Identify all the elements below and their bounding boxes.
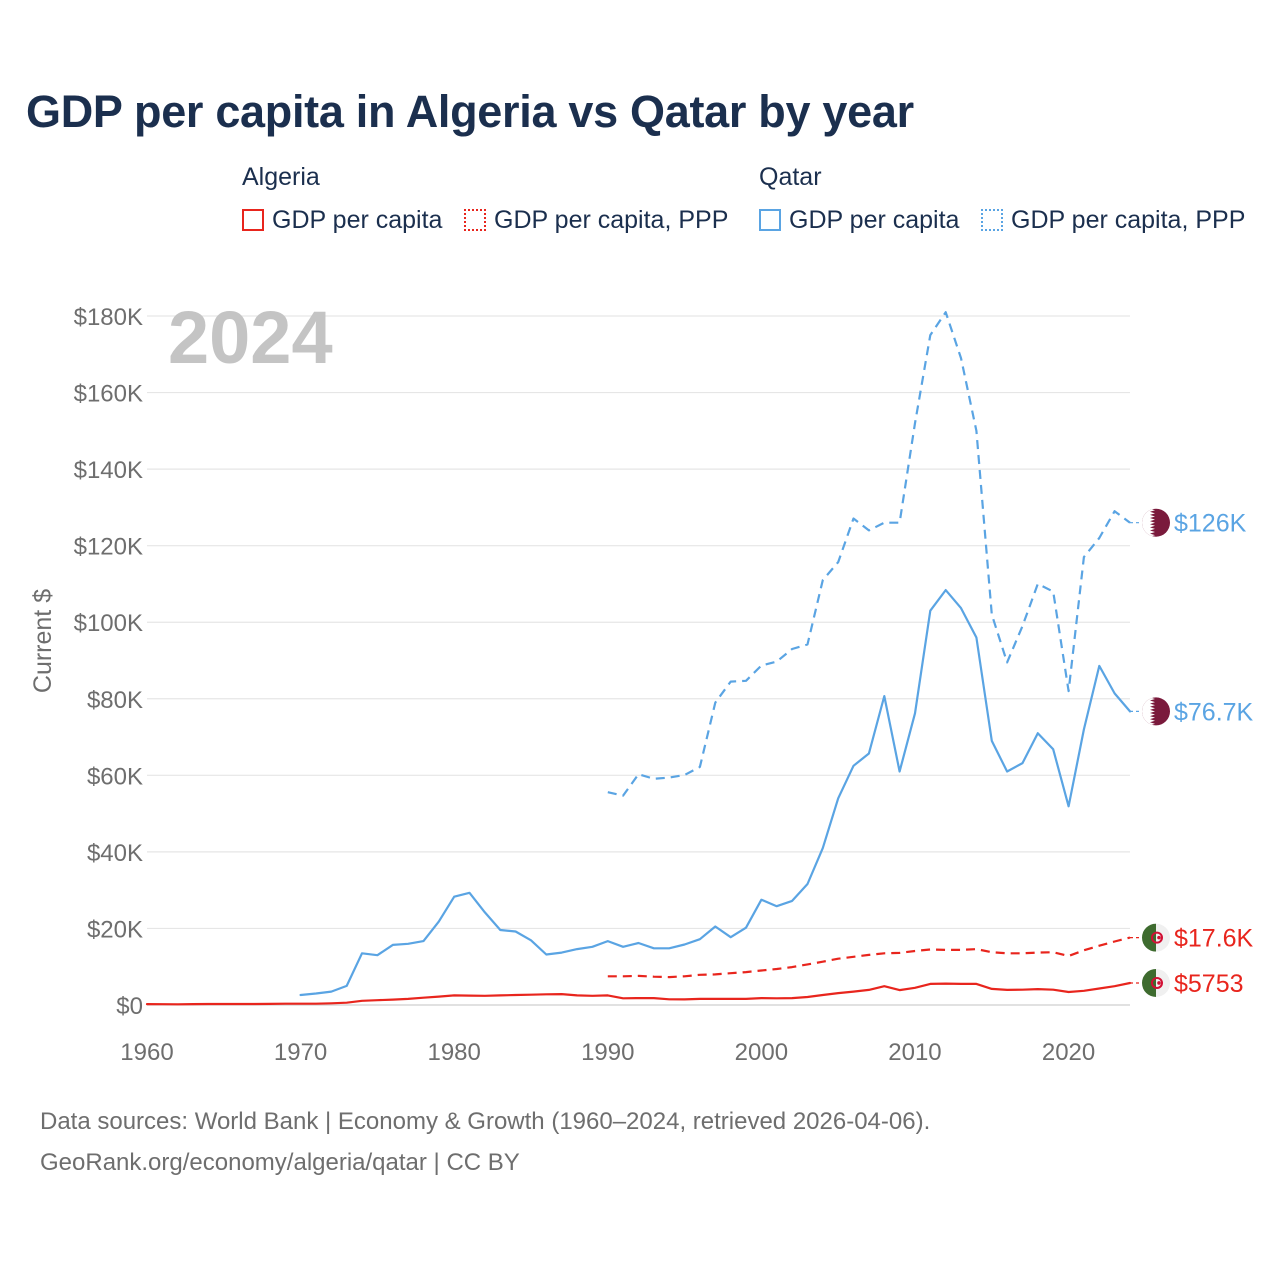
x-tick-label: 1980 [427, 1039, 480, 1066]
qatar-flag-icon [1142, 508, 1170, 537]
x-tick-label: 2000 [735, 1039, 788, 1066]
end-value-label: $17.6K [1174, 925, 1254, 953]
series-line-3 [607, 311, 1131, 797]
legend-group-algeria: Algeria [242, 163, 320, 191]
series-line-1 [607, 936, 1131, 979]
year-watermark: 2024 [168, 296, 333, 379]
legend-group-qatar: Qatar [759, 163, 822, 191]
qatar-flag-icon [1142, 697, 1170, 726]
y-tick-label: $140K [74, 457, 143, 484]
y-tick-label: $20K [87, 916, 143, 943]
y-axis-label: Current $ [29, 589, 57, 693]
legend-item-qatar-gdp-ppp[interactable]: GDP per capita, PPP [981, 205, 1245, 235]
legend-item-qatar-gdp[interactable]: GDP per capita [759, 205, 959, 235]
end-labels: $5753 $17.6K $76.7K $126K [1174, 510, 1254, 998]
legend-label: GDP per capita, PPP [1011, 205, 1246, 234]
legend-swatch-dotted-icon [981, 209, 1003, 231]
gridlines [147, 315, 1130, 1006]
end-value-label: $5753 [1174, 970, 1244, 998]
legend-swatch-solid-icon [242, 209, 264, 231]
x-tick-label: 1960 [120, 1039, 173, 1066]
y-tick-label: $100K [74, 610, 143, 637]
y-tick-label: $120K [74, 534, 143, 561]
x-tick-label: 1970 [274, 1039, 327, 1066]
legend-item-algeria-gdp-ppp[interactable]: GDP per capita, PPP [464, 205, 728, 235]
end-markers [1130, 508, 1170, 997]
series-lines [145, 311, 1132, 1006]
y-axis: $0 $20K $40K $60K $80K $100K $120K $140K $160K $1… [74, 304, 143, 1020]
legend-label: GDP per capita [272, 205, 443, 234]
y-tick-label: $80K [87, 687, 143, 714]
end-value-label: $126K [1174, 510, 1247, 538]
y-tick-label: $160K [74, 381, 143, 408]
legend-swatch-dotted-icon [464, 209, 486, 231]
footer-sources: Data sources: World Bank | Economy & Gro… [40, 1108, 931, 1135]
x-tick-label: 2010 [888, 1039, 941, 1066]
y-tick-label: $180K [74, 304, 143, 331]
x-axis: 1960 1970 1980 1990 2000 2010 2020 [120, 1039, 1095, 1066]
algeria-flag-icon [1142, 968, 1170, 997]
legend-label: GDP per capita [789, 205, 960, 234]
y-tick-label: $60K [87, 763, 143, 790]
series-line-0 [145, 981, 1132, 1006]
y-tick-label: $40K [87, 840, 143, 867]
legend-label: GDP per capita, PPP [494, 205, 729, 234]
legend-swatch-solid-icon [759, 209, 781, 231]
algeria-flag-icon [1142, 923, 1170, 952]
x-tick-label: 1990 [581, 1039, 634, 1066]
legend-item-algeria-gdp[interactable]: GDP per capita [242, 205, 442, 235]
end-value-label: $76.7K [1174, 698, 1254, 726]
y-tick-label: $0 [116, 993, 143, 1020]
chart-title: GDP per capita in Algeria vs Qatar by ye… [26, 86, 914, 137]
x-tick-label: 2020 [1042, 1039, 1095, 1066]
footer-attribution: GeoRank.org/economy/algeria/qatar | CC B… [40, 1149, 520, 1176]
series-line-2 [299, 588, 1132, 997]
